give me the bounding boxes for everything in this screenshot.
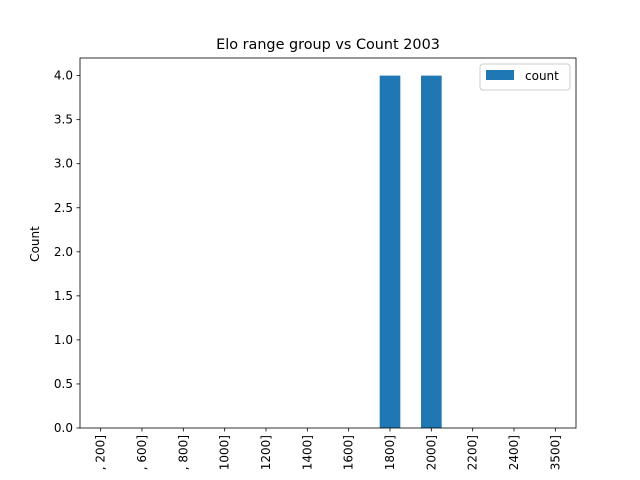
x-tick-label: 1000] <box>218 435 232 470</box>
chart-title: Elo range group vs Count 2003 <box>216 37 440 53</box>
y-tick-label: 2.0 <box>54 245 73 259</box>
legend-label: count <box>525 69 559 83</box>
y-tick-label: 2.5 <box>54 201 73 215</box>
x-tick-label: 2000] <box>424 435 438 470</box>
plot-frame <box>79 57 577 429</box>
x-tick-label: 1200] <box>259 435 273 470</box>
bars-layer <box>379 75 442 428</box>
bar <box>421 75 442 428</box>
y-tick-label: 4.0 <box>54 69 73 83</box>
y-axis: 0.0 0.5 1.0 1.5 2.0 2.5 3.0 3.5 4.0 <box>54 69 80 435</box>
legend-swatch <box>486 70 514 80</box>
x-tick-label: 1800] <box>383 435 397 470</box>
x-tick-label: 1400] <box>300 435 314 470</box>
x-axis: , 200] , 600] , 800] 1000] 1200] 1400] 1600] 18… <box>94 428 562 470</box>
y-axis-label: Count <box>28 226 42 262</box>
y-tick-label: 1.0 <box>54 333 73 347</box>
x-tick-label: , 600] <box>135 435 149 470</box>
x-tick-label: 2400] <box>507 435 521 470</box>
y-tick-label: 0.0 <box>54 421 73 435</box>
y-tick-label: 3.0 <box>54 157 73 171</box>
y-tick-label: 0.5 <box>54 377 73 391</box>
x-tick-label: 1600] <box>342 435 356 470</box>
x-tick-label: , 200] <box>94 435 108 470</box>
x-tick-label: , 800] <box>176 435 190 470</box>
x-tick-label: 3500] <box>548 435 562 470</box>
legend: count <box>479 63 571 91</box>
bar <box>379 75 401 428</box>
x-tick-label: 2200] <box>466 435 480 470</box>
y-tick-label: 3.5 <box>54 113 73 127</box>
y-tick-label: 1.5 <box>54 289 73 303</box>
